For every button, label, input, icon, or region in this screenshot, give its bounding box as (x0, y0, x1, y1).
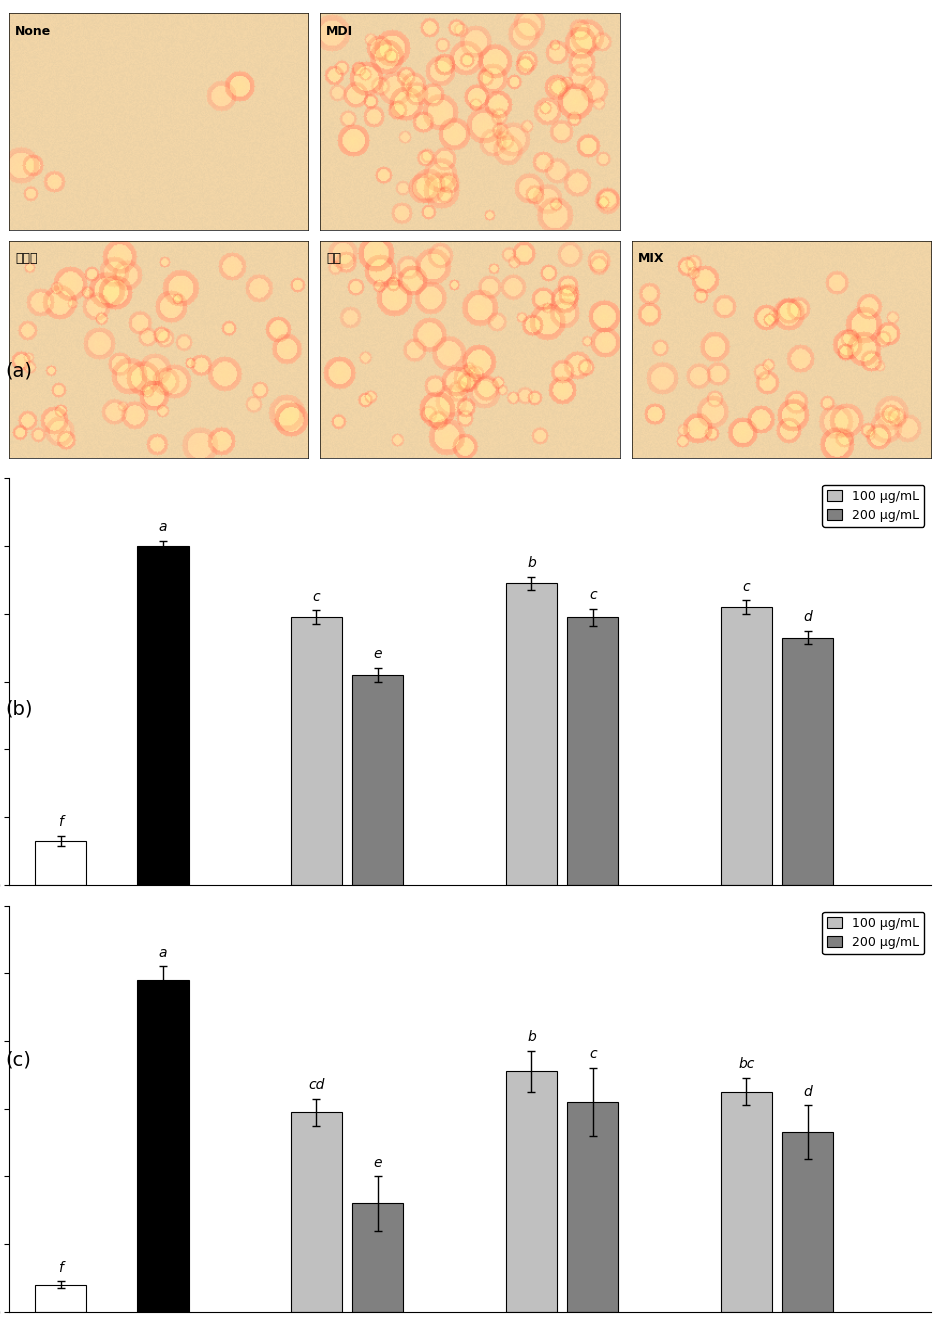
Legend: 100 μg/mL, 200 μg/mL: 100 μg/mL, 200 μg/mL (822, 485, 924, 527)
Bar (137, 546, 189, 885)
Text: f: f (58, 815, 63, 828)
Text: -: - (58, 979, 63, 992)
Text: f: f (58, 1260, 63, 1275)
Text: MIX: MIX (765, 979, 789, 992)
Text: 귤피: 귤피 (555, 979, 570, 992)
Bar (567, 617, 619, 885)
Bar (506, 1072, 557, 1312)
Text: bc: bc (738, 1057, 755, 1072)
Text: e: e (373, 1155, 383, 1170)
Text: 귤피: 귤피 (326, 252, 341, 265)
Bar (290, 617, 342, 885)
Text: c: c (743, 579, 750, 594)
Bar (506, 583, 557, 885)
Legend: 100 μg/mL, 200 μg/mL: 100 μg/mL, 200 μg/mL (822, 912, 924, 954)
Text: MDI: MDI (326, 25, 353, 37)
Bar (35, 1285, 86, 1312)
Text: -: - (161, 979, 165, 992)
Text: +: + (342, 935, 352, 949)
Text: a: a (159, 521, 167, 534)
Bar (782, 1133, 834, 1312)
Text: c: c (589, 1047, 597, 1061)
Bar (721, 607, 772, 885)
Bar (782, 637, 834, 885)
Bar (352, 674, 403, 885)
Text: 생강잎: 생강잎 (15, 252, 38, 265)
Text: (a): (a) (6, 362, 32, 380)
Text: +: + (772, 935, 782, 949)
Text: 생강잎: 생강잎 (336, 979, 358, 992)
Text: +: + (158, 935, 168, 949)
Text: (c): (c) (6, 1051, 32, 1069)
Text: b: b (527, 1031, 536, 1044)
Text: c: c (313, 590, 321, 604)
Text: b: b (527, 556, 536, 570)
Text: cd: cd (308, 1077, 324, 1092)
Text: d: d (804, 610, 812, 624)
Text: None: None (15, 25, 52, 37)
Text: MIX: MIX (637, 252, 664, 265)
Bar (567, 1102, 619, 1312)
Bar (35, 840, 86, 885)
Text: a: a (159, 946, 167, 959)
Text: c: c (589, 588, 597, 602)
Bar (352, 1203, 403, 1312)
Text: d: d (804, 1084, 812, 1098)
Text: e: e (373, 647, 383, 661)
Text: (b): (b) (5, 700, 33, 718)
Text: -: - (58, 935, 63, 949)
Bar (137, 980, 189, 1312)
Text: +: + (556, 935, 568, 949)
Bar (290, 1112, 342, 1312)
Bar (721, 1092, 772, 1312)
